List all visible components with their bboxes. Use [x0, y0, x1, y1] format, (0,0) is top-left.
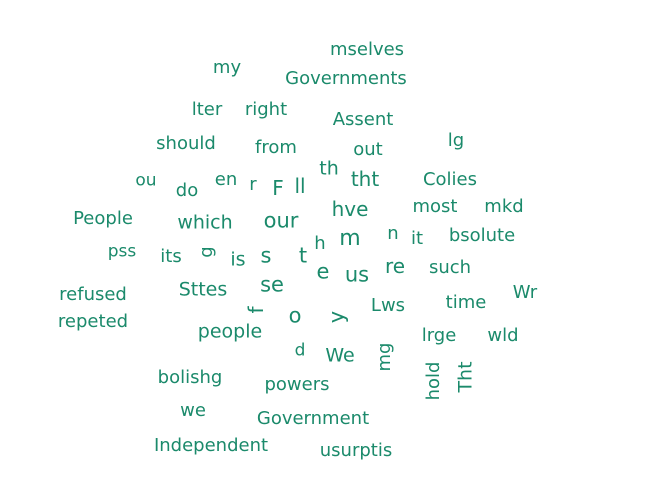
- cloud-word: tht: [350, 167, 380, 191]
- cloud-word: e: [316, 259, 330, 284]
- cloud-word: hve: [331, 197, 369, 221]
- cloud-word: We: [325, 344, 355, 367]
- cloud-word: it: [410, 228, 424, 249]
- cloud-word: d: [294, 340, 306, 361]
- cloud-word: our: [263, 208, 299, 233]
- cloud-word: Colies: [422, 169, 478, 190]
- cloud-word: F: [272, 176, 284, 200]
- cloud-word: lrge: [421, 325, 457, 346]
- cloud-word: f: [244, 306, 268, 314]
- cloud-word: mg: [374, 342, 395, 372]
- cloud-word: from: [255, 137, 297, 158]
- cloud-word: m: [339, 226, 361, 251]
- cloud-word: mkd: [484, 196, 524, 217]
- cloud-word: is: [230, 248, 246, 271]
- cloud-word: r: [249, 174, 257, 195]
- cloud-word: right: [244, 99, 288, 120]
- cloud-word: y: [324, 310, 349, 324]
- cloud-word: wld: [487, 325, 519, 346]
- cloud-word: Sttes: [178, 278, 228, 301]
- cloud-word: re: [384, 254, 406, 278]
- cloud-word: Governments: [285, 68, 407, 89]
- cloud-word: such: [428, 257, 472, 278]
- cloud-word: lg: [447, 130, 465, 151]
- cloud-word: lter: [191, 99, 223, 120]
- cloud-word: Independent: [153, 435, 269, 456]
- cloud-word: Lws: [370, 295, 406, 316]
- cloud-word: usurptis: [319, 440, 393, 461]
- cloud-word: s: [260, 243, 272, 268]
- cloud-word: Wr: [512, 282, 538, 303]
- cloud-word: which: [177, 211, 233, 234]
- cloud-word: g: [196, 246, 217, 258]
- cloud-word: th: [319, 157, 339, 180]
- cloud-word: my: [212, 57, 242, 78]
- cloud-word: repeted: [57, 311, 129, 332]
- cloud-word: should: [156, 133, 216, 154]
- cloud-word: refused: [59, 284, 127, 305]
- cloud-word: n: [387, 223, 399, 244]
- cloud-word: people: [197, 320, 263, 343]
- cloud-word: do: [175, 180, 199, 201]
- cloud-word: Assent: [332, 109, 394, 130]
- cloud-word: bolishg: [157, 367, 223, 388]
- cloud-word: se: [260, 272, 284, 297]
- cloud-word: mselves: [329, 39, 405, 60]
- cloud-word: Government: [256, 408, 370, 429]
- cloud-word: its: [160, 246, 182, 267]
- cloud-word: pss: [107, 241, 137, 262]
- cloud-word: we: [180, 400, 206, 421]
- cloud-word: h: [314, 233, 326, 254]
- cloud-word: time: [445, 292, 487, 313]
- cloud-word: Tht: [454, 361, 477, 393]
- cloud-word: ou: [135, 170, 157, 191]
- cloud-word: en: [214, 169, 238, 190]
- cloud-word: most: [412, 196, 458, 217]
- cloud-word: hold: [423, 361, 444, 401]
- cloud-word: bsolute: [448, 225, 516, 246]
- cloud-word: ll: [294, 174, 306, 198]
- cloud-word: out: [353, 139, 383, 160]
- cloud-word: People: [73, 208, 133, 229]
- cloud-word: powers: [264, 374, 330, 395]
- cloud-word: o: [288, 303, 302, 328]
- cloud-word: t: [298, 243, 308, 268]
- cloud-word: us: [344, 262, 370, 287]
